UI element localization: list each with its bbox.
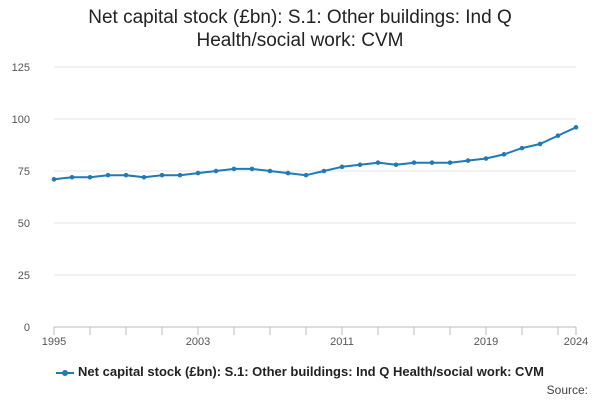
data-point	[51, 177, 57, 182]
data-point	[555, 133, 561, 138]
data-point	[501, 152, 507, 157]
y-tick-label: 0	[24, 322, 30, 334]
series-line	[53, 126, 577, 181]
data-point	[303, 172, 309, 178]
data-point	[321, 168, 327, 174]
data-point	[213, 168, 219, 174]
chart-title-line-1: Net capital stock (£bn): S.1: Other buil…	[88, 7, 512, 28]
data-point	[447, 160, 453, 165]
data-point	[411, 160, 417, 165]
data-point	[141, 174, 147, 180]
grid-lines	[54, 66, 576, 276]
data-point	[573, 125, 579, 130]
y-tick-label: 25	[18, 270, 30, 282]
data-point	[519, 145, 525, 151]
data-point	[177, 172, 183, 178]
data-point	[105, 172, 111, 178]
data-point	[465, 158, 471, 163]
data-point	[483, 156, 489, 161]
chart-title-line-2: Health/social work: CVM	[196, 30, 404, 51]
legend-swatch-dot	[62, 369, 69, 376]
data-point	[393, 162, 399, 168]
y-tick-label: 100	[12, 114, 30, 126]
x-tick-label: 2019	[474, 336, 498, 348]
axes: 0 25 50 75 100 125 1995 2003 2011 2019 2024	[12, 62, 589, 348]
data-point	[267, 168, 273, 174]
data-point	[339, 164, 345, 170]
data-point	[249, 166, 255, 172]
data-point	[123, 172, 129, 178]
data-point	[159, 172, 165, 178]
chart-title: Net capital stock (£bn): S.1: Other buil…	[0, 6, 600, 52]
source-label: Source:	[546, 383, 588, 397]
legend-swatch	[56, 368, 75, 378]
data-point	[87, 174, 93, 180]
y-tick-label: 125	[12, 62, 30, 74]
x-tick-label: 2003	[186, 336, 210, 348]
data-point	[537, 141, 543, 147]
data-point	[69, 174, 75, 180]
series-layer	[51, 125, 579, 182]
data-point	[375, 160, 381, 165]
data-point	[195, 170, 201, 176]
x-tick-label: 2011	[330, 336, 354, 348]
legend: Net capital stock (£bn): S.1: Other buil…	[0, 364, 600, 379]
y-tick-label: 75	[18, 166, 30, 178]
legend-label: Net capital stock (£bn): S.1: Other buil…	[78, 364, 544, 379]
data-point	[285, 170, 291, 176]
x-tick-label: 1995	[42, 336, 66, 348]
x-tick-label: 2024	[564, 336, 588, 348]
data-point	[429, 160, 435, 165]
data-point	[231, 166, 237, 172]
data-point	[357, 162, 363, 168]
y-tick-label: 50	[18, 218, 30, 230]
